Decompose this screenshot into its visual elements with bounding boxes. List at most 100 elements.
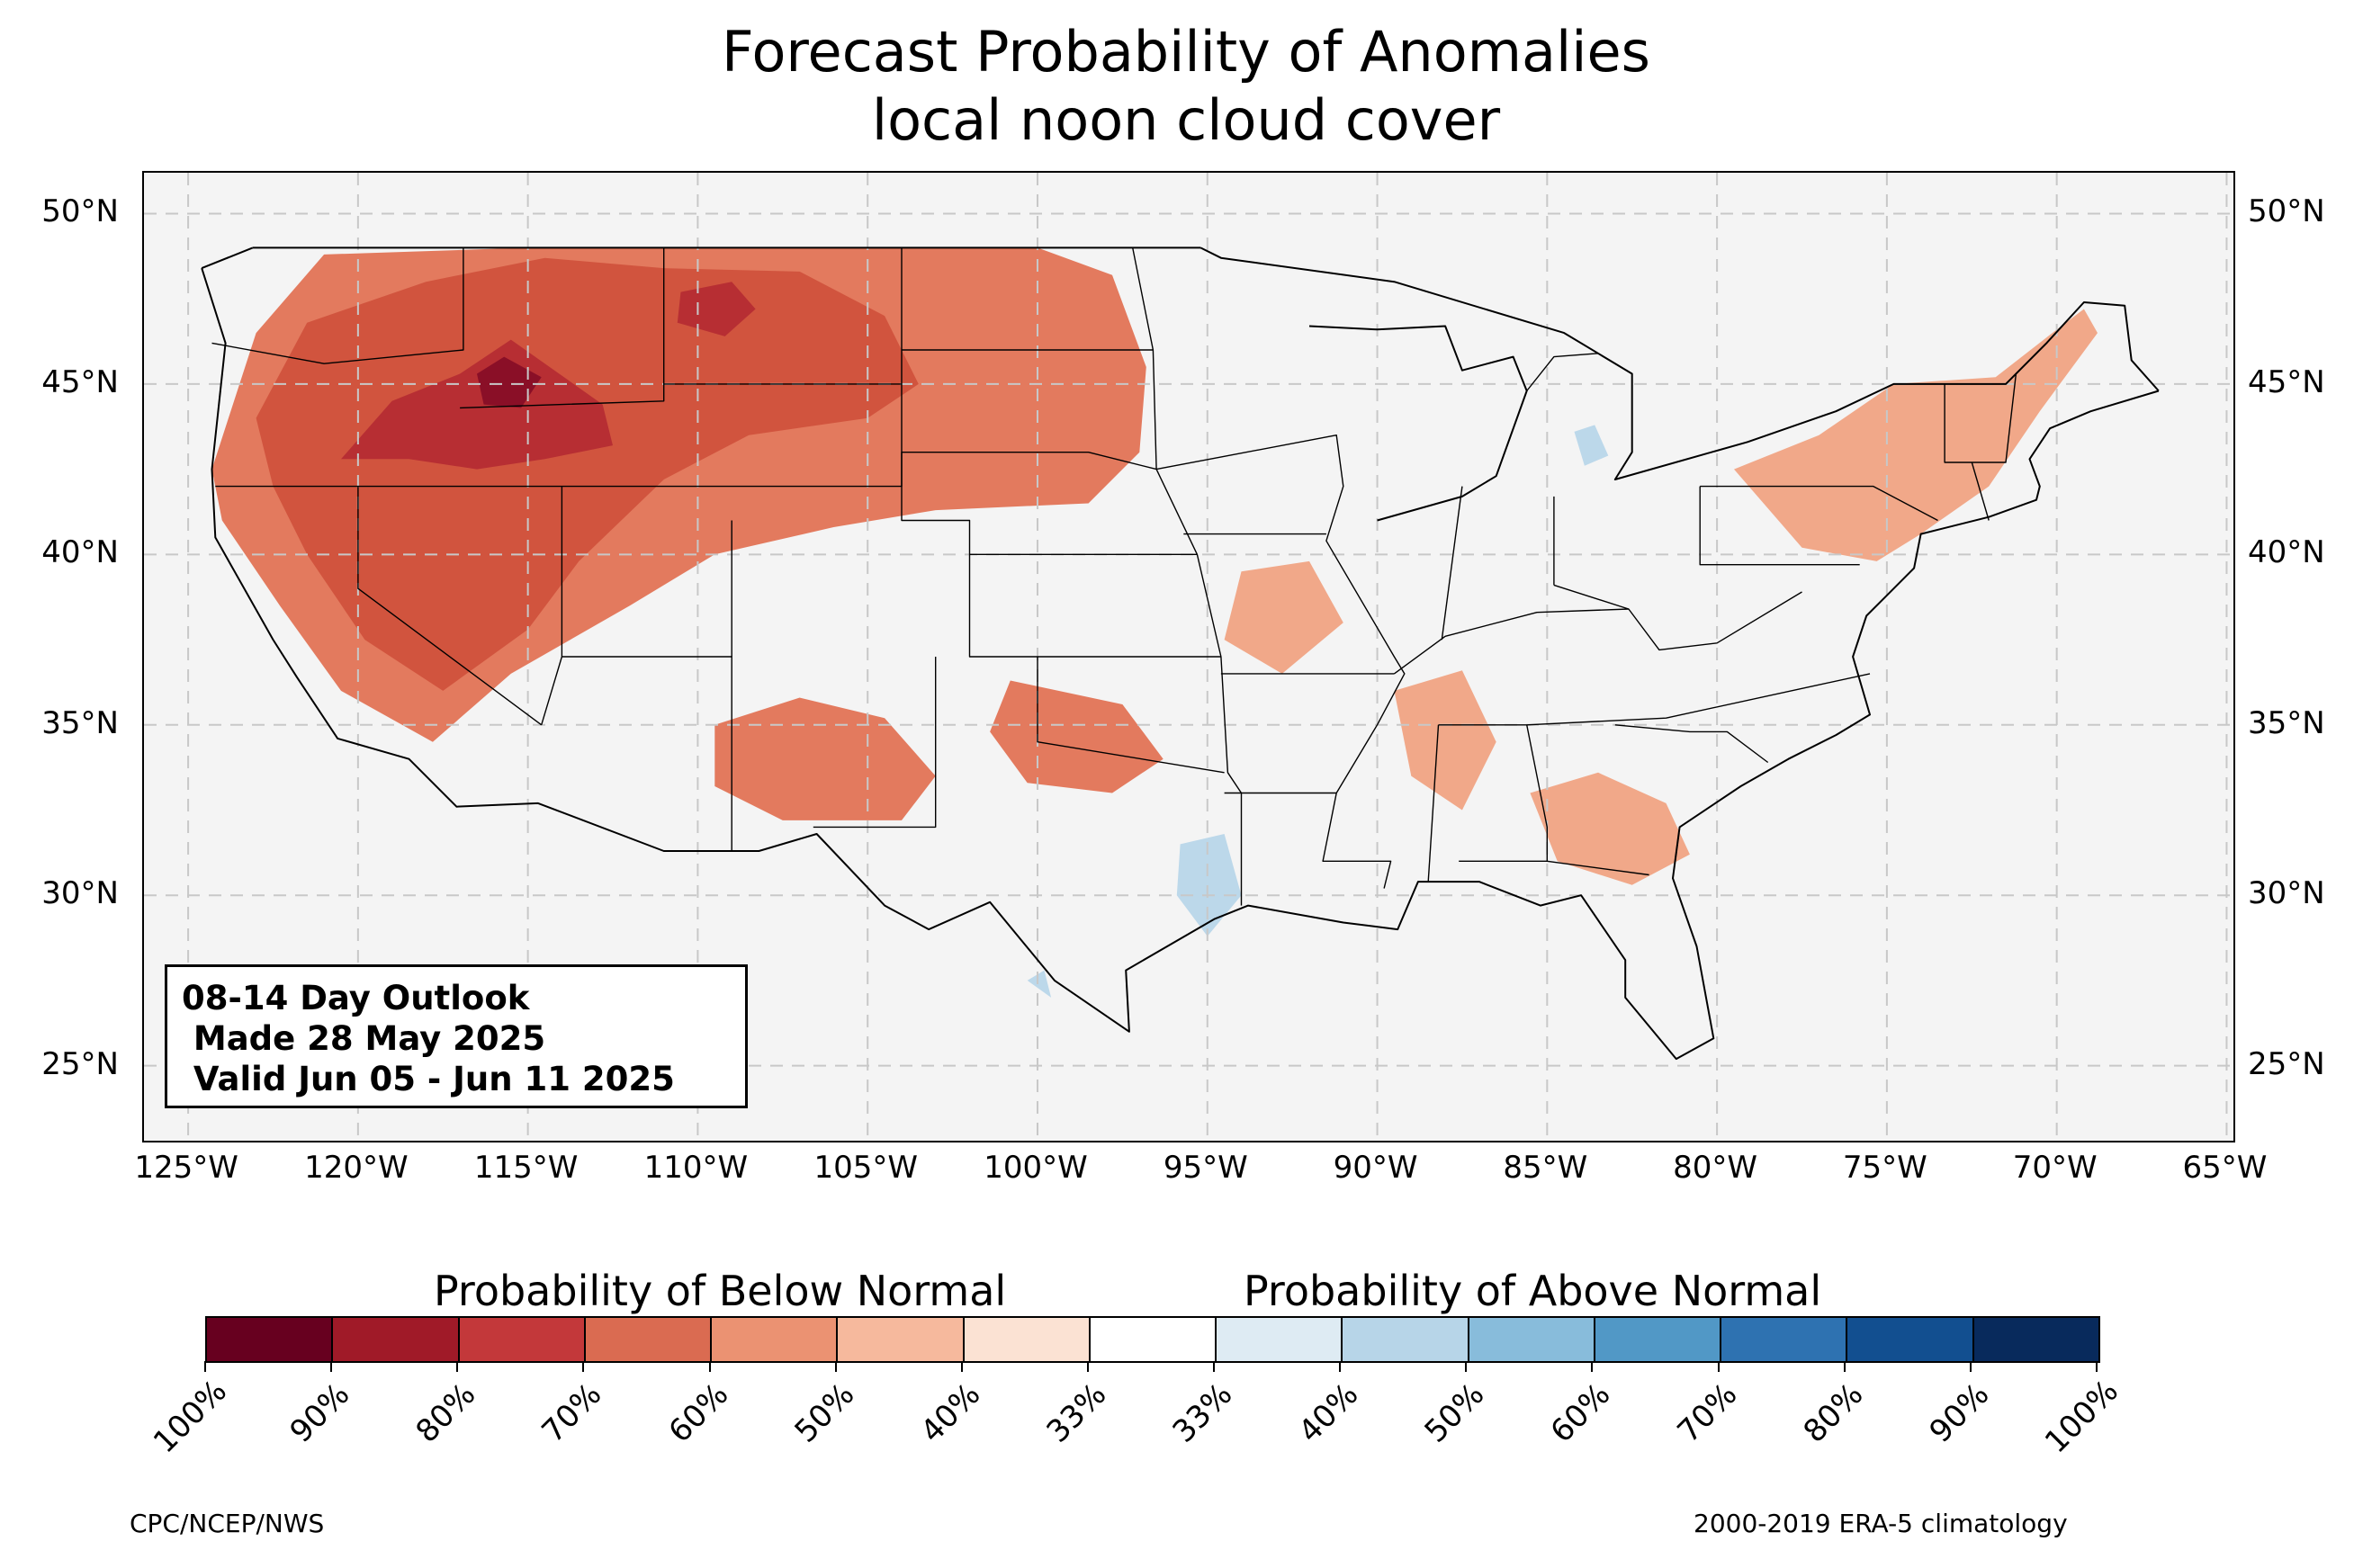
region-below-40-8 bbox=[1530, 772, 1690, 885]
colorbar-tick bbox=[960, 1361, 963, 1372]
colorbar-segment-0 bbox=[207, 1318, 334, 1361]
probability-regions bbox=[211, 247, 2098, 998]
boundary-line bbox=[1614, 724, 1769, 764]
boundary-line bbox=[201, 246, 254, 270]
lon-tick-label: 115°W bbox=[473, 1150, 579, 1186]
lon-tick-label: 90°W bbox=[1333, 1150, 1418, 1186]
colorbar-tick bbox=[582, 1361, 585, 1372]
lon-tick-label: 125°W bbox=[134, 1150, 238, 1186]
colorbar-tick-label: 80% bbox=[1796, 1376, 1871, 1450]
lon-tick-label: 70°W bbox=[2012, 1150, 2098, 1186]
lat-tick-label-left: 35°N bbox=[41, 704, 119, 741]
map-canvas bbox=[144, 173, 2233, 1141]
region-above-40-11 bbox=[1176, 834, 1242, 936]
credit-right: 2000-2019 ERA-5 climatology bbox=[1694, 1509, 2068, 1538]
lon-tick-label: 75°W bbox=[1842, 1150, 1927, 1186]
colorbar-segment-6 bbox=[964, 1318, 1091, 1361]
colorbar-tick-label: 33% bbox=[1165, 1376, 1240, 1450]
boundary-line bbox=[1547, 860, 1649, 876]
colorbar-tick bbox=[1591, 1361, 1594, 1372]
boundary-line bbox=[357, 486, 543, 726]
colorbar-tick bbox=[1717, 1361, 1720, 1372]
colorbar-tick-label: 50% bbox=[1417, 1376, 1492, 1450]
lat-tick-label-right: 45°N bbox=[2248, 363, 2325, 400]
lon-tick-label: 85°W bbox=[1503, 1150, 1588, 1186]
colorbar-tick bbox=[1213, 1361, 1216, 1372]
lat-tick-label-right: 30°N bbox=[2248, 875, 2325, 912]
outlook-info-box: 08-14 Day Outlook Made 28 May 2025 Valid… bbox=[165, 964, 748, 1108]
outlook-period: 08-14 Day Outlook bbox=[182, 979, 530, 1017]
boundary-line bbox=[460, 247, 665, 409]
region-below-70-2 bbox=[341, 339, 613, 470]
colorbar-tick bbox=[1339, 1361, 1342, 1372]
lat-tick-label-left: 45°N bbox=[41, 363, 119, 400]
colorbar-above-label: Probability of Above Normal bbox=[1244, 1267, 1822, 1315]
colorbar-tick bbox=[330, 1361, 333, 1372]
colorbar-tick bbox=[1969, 1361, 1972, 1372]
outlook-valid-range: Valid Jun 05 - Jun 11 2025 bbox=[182, 1060, 675, 1098]
colorbar-tick-label: 80% bbox=[409, 1376, 483, 1450]
lat-tick-label-right: 50°N bbox=[2248, 193, 2325, 230]
lat-tick-label-left: 25°N bbox=[41, 1045, 119, 1082]
colorbar-tick-label: 70% bbox=[1670, 1376, 1744, 1450]
region-below-50-5 bbox=[714, 697, 936, 820]
colorbar-segment-9 bbox=[1343, 1318, 1469, 1361]
boundary-line bbox=[1459, 724, 1549, 862]
colorbar-tick-label: 100% bbox=[146, 1373, 234, 1461]
colorbar-tick-label: 60% bbox=[1544, 1376, 1618, 1450]
colorbar bbox=[205, 1316, 2100, 1363]
region-below-80-4 bbox=[477, 356, 542, 408]
colorbar-tick-label: 70% bbox=[535, 1376, 609, 1450]
colorbar-tick-label: 33% bbox=[1039, 1376, 1114, 1450]
boundary-line bbox=[813, 657, 937, 829]
boundary-line bbox=[1700, 485, 1938, 522]
lon-tick-label: 120°W bbox=[304, 1150, 409, 1186]
colorbar-tick-label: 100% bbox=[2037, 1373, 2125, 1461]
lat-tick-label-left: 50°N bbox=[41, 193, 119, 230]
boundary-line bbox=[1132, 247, 1243, 906]
boundary-line bbox=[1438, 673, 1871, 726]
boundary-line bbox=[1944, 373, 2017, 463]
boundary-line bbox=[1037, 657, 1225, 774]
colorbar-segment-3 bbox=[585, 1318, 713, 1361]
boundary-line bbox=[1441, 486, 1463, 641]
lat-tick-label-right: 35°N bbox=[2248, 704, 2325, 741]
boundary-line bbox=[1155, 435, 1406, 889]
lat-tick-label-right: 25°N bbox=[2248, 1045, 2325, 1082]
colorbar-tick-label: 60% bbox=[661, 1376, 735, 1450]
colorbar-segment-10 bbox=[1469, 1318, 1595, 1361]
region-below-60-1 bbox=[256, 257, 919, 691]
colorbar-segment-11 bbox=[1595, 1318, 1722, 1361]
colorbar-tick-label: 50% bbox=[787, 1376, 861, 1450]
colorbar-tick bbox=[1843, 1361, 1846, 1372]
boundary-line bbox=[901, 247, 1221, 658]
boundary-line bbox=[201, 267, 2160, 1061]
colorbar-segment-12 bbox=[1721, 1318, 1848, 1361]
colorbar-segment-8 bbox=[1217, 1318, 1343, 1361]
title-line-1: Forecast Probability of Anomalies bbox=[722, 19, 1650, 85]
boundary-line bbox=[1393, 608, 1629, 675]
boundary-line bbox=[1526, 353, 1633, 391]
colorbar-tick-label: 90% bbox=[1922, 1376, 1997, 1450]
credit-left: CPC/NCEP/NWS bbox=[130, 1509, 325, 1538]
colorbar-segment-1 bbox=[333, 1318, 460, 1361]
colorbar-tick bbox=[204, 1361, 206, 1372]
colorbar-below-label: Probability of Below Normal bbox=[434, 1267, 1007, 1315]
colorbar-tick-label: 40% bbox=[913, 1376, 988, 1450]
lon-tick-label: 95°W bbox=[1163, 1150, 1248, 1186]
region-below-50-6 bbox=[990, 680, 1164, 793]
lat-tick-label-left: 30°N bbox=[41, 875, 119, 912]
lon-tick-label: 105°W bbox=[813, 1150, 918, 1186]
colorbar-tick bbox=[2096, 1361, 2098, 1372]
lon-tick-label: 80°W bbox=[1673, 1150, 1758, 1186]
lon-tick-label: 110°W bbox=[643, 1150, 749, 1186]
boundary-line bbox=[1199, 246, 2160, 480]
region-below-70-3 bbox=[677, 282, 756, 336]
outlook-made-date: Made 28 May 2025 bbox=[182, 1019, 546, 1058]
colorbar-segment-7 bbox=[1090, 1318, 1217, 1361]
boundary-lines bbox=[201, 246, 2160, 1061]
colorbar-tick bbox=[708, 1361, 711, 1372]
boundary-line bbox=[211, 247, 464, 364]
lat-tick-label-right: 40°N bbox=[2248, 534, 2325, 571]
colorbar-segment-14 bbox=[1973, 1318, 2098, 1361]
